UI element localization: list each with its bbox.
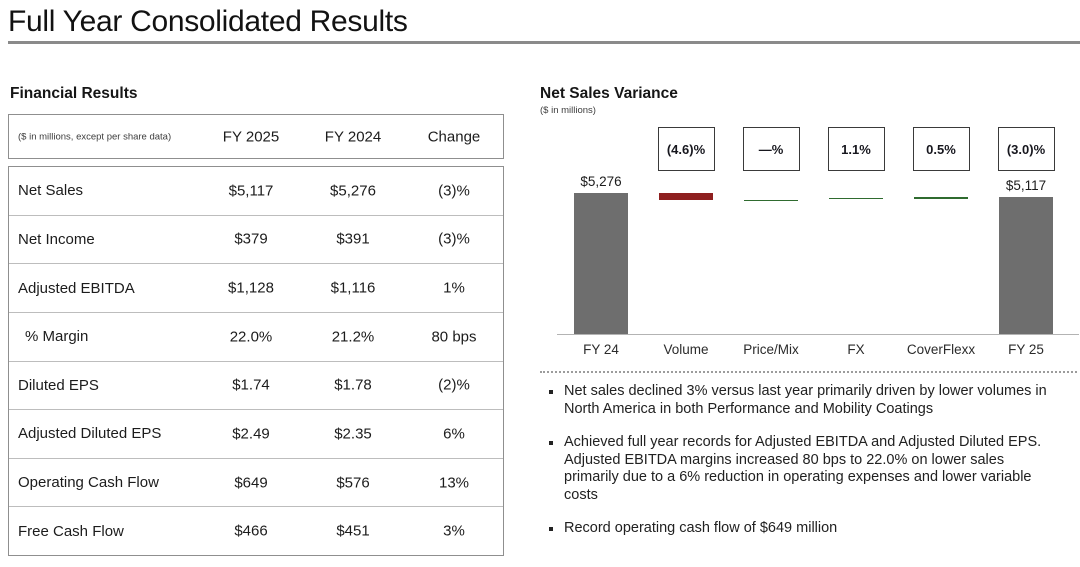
bullet-item: Achieved full year records for Adjusted … (547, 434, 1061, 504)
cell-change: 13% (438, 474, 470, 492)
cell-change: (3)% (438, 230, 470, 248)
percent-change-box: (4.6)% (657, 127, 715, 171)
bar-value-label: $5,117 (1005, 178, 1047, 194)
column-header-fy2024: FY 2024 (324, 128, 382, 145)
chart-baseline-axis (557, 334, 1079, 335)
category-label: CoverFlexx (906, 342, 976, 357)
percent-change-box: 0.5% (912, 127, 970, 171)
net-sales-variance-chart: $5,276 FY 24 (4.6)% Volume —% Price/Mix 1.1% FX… (545, 120, 1080, 365)
column-header-fy2025: FY 2025 (222, 128, 280, 145)
cell-fy2025: $649 (234, 474, 268, 492)
table-row: Diluted EPS $1.74 $1.78 (2)% (9, 360, 503, 410)
category-label: Price/Mix (743, 342, 799, 357)
row-label: Adjusted Diluted EPS (18, 425, 162, 443)
variance-bar (659, 193, 713, 200)
row-label: Net Sales (18, 182, 84, 200)
bullet-marker-icon (549, 527, 553, 531)
cell-change: (2)% (438, 376, 470, 394)
page-title: Full Year Consolidated Results (8, 5, 408, 38)
table-row: % Margin 22.0% 21.2% 80 bps (9, 311, 503, 361)
row-label: % Margin (25, 328, 89, 346)
percent-change-label: 0.5% (926, 141, 956, 157)
row-label: Net Income (18, 230, 95, 248)
bar-value-label: $5,276 (580, 174, 622, 189)
variance-bar (744, 199, 798, 202)
table-row: Net Income $379 $391 (3)% (9, 214, 503, 264)
table-row: Adjusted Diluted EPS $2.49 $2.35 6% (9, 409, 503, 458)
column-header-change: Change (427, 128, 481, 145)
cell-change: (3)% (438, 182, 470, 200)
chart-unit-note: ($ in millions) (540, 105, 596, 116)
cell-fy2024: $391 (336, 230, 370, 248)
title-underline (8, 41, 1080, 44)
row-label: Diluted EPS (18, 376, 99, 394)
bullet-text: Achieved full year records for Adjusted … (564, 434, 1042, 503)
bullet-text: Net sales declined 3% versus last year p… (564, 383, 1047, 417)
percent-change-label: 1.1% (841, 141, 871, 157)
bullet-text: Record operating cash flow of $649 milli… (564, 520, 838, 536)
cell-change: 80 bps (431, 328, 477, 346)
row-label: Adjusted EBITDA (18, 279, 135, 297)
cell-change: 3% (443, 522, 465, 540)
percent-change-box: 1.1% (827, 127, 885, 171)
cell-fy2024: 21.2% (331, 328, 375, 346)
cell-fy2025: $1,128 (228, 279, 274, 297)
table-row: Net Sales $5,117 $5,276 (3)% (9, 167, 503, 215)
total-bar (999, 197, 1053, 334)
percent-change-label: (3.0)% (1006, 141, 1046, 157)
cell-fy2025: $1.74 (232, 376, 270, 394)
cell-change: 6% (443, 425, 465, 443)
financial-table-header: ($ in millions, except per share data) F… (8, 114, 504, 159)
cell-fy2025: $5,117 (228, 182, 274, 200)
cell-change: 1% (443, 279, 465, 297)
net-sales-variance-heading: Net Sales Variance (540, 85, 678, 102)
dotted-separator (540, 371, 1077, 373)
bullet-marker-icon (549, 441, 553, 445)
percent-change-box: —% (742, 127, 800, 171)
bullet-marker-icon (549, 390, 553, 394)
total-bar (574, 193, 628, 334)
cell-fy2024: $451 (336, 522, 370, 540)
financial-table-body: Net Sales $5,117 $5,276 (3)% Net Income $379 $… (8, 166, 504, 556)
category-label: FY 24 (583, 342, 619, 357)
table-row: Adjusted EBITDA $1,128 $1,116 1% (9, 263, 503, 312)
variance-bar (829, 197, 883, 200)
bullet-item: Record operating cash flow of $649 milli… (547, 520, 1061, 538)
category-label: FY 25 (1008, 342, 1044, 357)
table-unit-note: ($ in millions, except per share data) (18, 131, 172, 142)
financial-results-heading: Financial Results (10, 85, 138, 102)
highlights-bullet-list: Net sales declined 3% versus last year p… (547, 383, 1061, 554)
percent-change-box: (3.0)% (997, 127, 1055, 171)
cell-fy2025: $2.49 (232, 425, 270, 443)
percent-change-label: (4.6)% (666, 141, 706, 157)
category-label: FX (847, 342, 865, 357)
table-row: Operating Cash Flow $649 $576 13% (9, 457, 503, 507)
cell-fy2024: $1,116 (330, 279, 376, 297)
cell-fy2024: $5,276 (330, 182, 376, 200)
cell-fy2024: $576 (336, 474, 370, 492)
percent-change-label: —% (758, 141, 784, 157)
table-row: Free Cash Flow $466 $451 3% (9, 506, 503, 555)
variance-bar (914, 197, 968, 199)
category-label: Volume (663, 342, 709, 357)
cell-fy2025: 22.0% (229, 328, 273, 346)
row-label: Free Cash Flow (18, 522, 124, 540)
row-label: Operating Cash Flow (18, 474, 159, 492)
cell-fy2025: $379 (234, 230, 268, 248)
cell-fy2025: $466 (234, 522, 268, 540)
cell-fy2024: $2.35 (334, 425, 372, 443)
bullet-item: Net sales declined 3% versus last year p… (547, 383, 1061, 418)
cell-fy2024: $1.78 (334, 376, 372, 394)
